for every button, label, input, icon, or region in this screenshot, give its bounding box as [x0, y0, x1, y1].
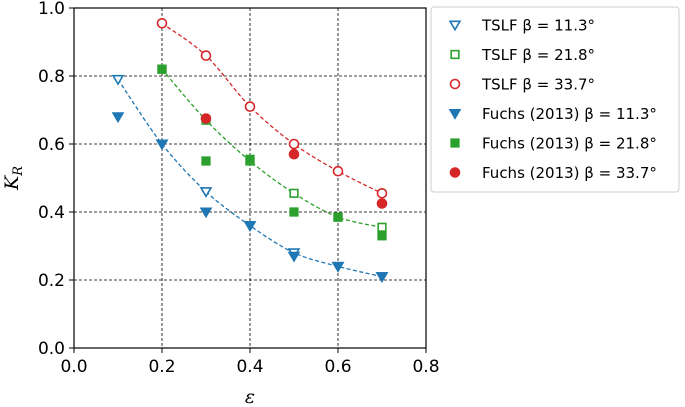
legend-entry-label: TSLF β = 33.7° — [481, 76, 595, 94]
data-point — [376, 188, 388, 199]
x-tick-label: 0.0 — [60, 357, 87, 377]
x-axis-label: ε — [245, 386, 255, 407]
ticks: 0.0 0.2 0.4 0.6 0.8 0.0 0.2 0.4 0.6 0.8 1.0 — [38, 0, 440, 377]
y-tick-label: 0.6 — [38, 135, 65, 155]
data-point — [245, 154, 255, 164]
data-point — [377, 231, 387, 241]
fit-line-series-2 — [161, 22, 383, 194]
legend-entry-label: TSLF β = 21.8° — [481, 46, 595, 64]
data-point — [289, 207, 299, 217]
y-tick-label: 0.0 — [38, 339, 65, 359]
y-tick-label: 0.4 — [38, 203, 65, 223]
legend-entry-label: Fuchs (2013) β = 33.7° — [482, 164, 657, 182]
data-point — [377, 222, 387, 232]
x-tick-label: 0.6 — [324, 357, 351, 377]
data-point — [199, 207, 213, 219]
data-point — [157, 64, 167, 74]
y-tick-label: 0.2 — [38, 271, 65, 291]
data-points — [111, 17, 389, 283]
data-point — [288, 148, 300, 160]
legend-marker — [449, 78, 461, 90]
data-point — [200, 50, 212, 61]
series-3-points — [111, 112, 389, 283]
data-point — [155, 139, 169, 151]
legend-entry-label: TSLF β = 11.3° — [481, 17, 595, 35]
data-point — [375, 272, 389, 283]
data-point — [200, 113, 212, 124]
legend-entry-label: Fuchs (2013) β = 21.8° — [482, 135, 657, 153]
y-tick-label: 0.8 — [38, 67, 65, 87]
series-5-points — [200, 113, 388, 209]
legend: TSLF β = 11.3° TSLF β = 21.8° TSLF β = 33.… — [430, 6, 680, 193]
data-point — [111, 74, 125, 86]
series-2-points — [156, 17, 388, 199]
data-point — [376, 198, 388, 209]
y-axis-label-subscript: R — [11, 166, 26, 177]
y-axis-label: KR — [1, 166, 26, 191]
fit-line-series-1 — [161, 68, 383, 228]
x-tick-label: 0.2 — [148, 357, 175, 377]
legend-marker — [448, 20, 462, 32]
data-point — [201, 156, 211, 166]
data-point — [332, 165, 344, 177]
x-tick-label: 0.8 — [412, 357, 439, 377]
legend-marker — [449, 167, 461, 178]
legend-entry-label: Fuchs (2013) β = 11.3° — [482, 105, 657, 123]
data-point — [289, 188, 299, 198]
data-point — [287, 251, 301, 263]
legend-marker — [448, 108, 462, 120]
y-axis-label-main: K — [1, 174, 23, 191]
x-tick-label: 0.4 — [236, 357, 263, 377]
data-point — [333, 212, 343, 222]
y-tick-label: 1.0 — [38, 0, 65, 19]
data-point — [243, 221, 257, 232]
legend-box — [430, 6, 680, 193]
series-4-points — [157, 64, 387, 241]
data-point — [199, 187, 213, 198]
data-point — [156, 17, 168, 29]
data-point — [331, 261, 345, 273]
data-point — [244, 101, 256, 112]
data-point — [111, 112, 125, 124]
grid — [74, 8, 426, 348]
legend-marker — [450, 49, 460, 60]
legend-marker — [450, 138, 460, 148]
data-point — [288, 138, 300, 150]
series-1-points — [157, 64, 387, 232]
